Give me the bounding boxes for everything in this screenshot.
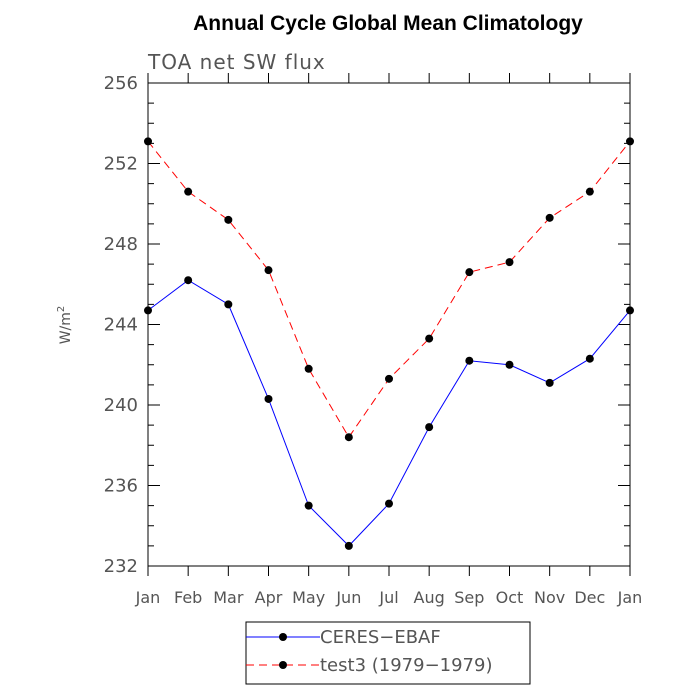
x-tick-label: Jun [335, 588, 361, 607]
x-tick-label: Jan [135, 588, 161, 607]
x-tick-labels: Jan Feb Mar Apr May Jun Jul Aug Sep Oct Nov Dec Jan [135, 588, 643, 607]
data-point [425, 423, 434, 432]
data-point [385, 499, 393, 508]
y-tick-label: 232 [104, 556, 138, 577]
legend-label-ceres: CERES−EBAF [320, 627, 441, 648]
y-tick-labels: 232 236 240 244 248 252 256 [104, 73, 138, 577]
data-point [545, 378, 554, 387]
y-axis-label-superscript: 2 [56, 306, 67, 312]
data-point [264, 394, 273, 403]
data-point [304, 364, 313, 373]
legend: CERES−EBAF test3 (1979−1979) [245, 621, 531, 685]
legend-label-test3: test3 (1979−1979) [320, 655, 493, 676]
y-tick-label: 252 [104, 154, 138, 175]
y-tick-label: 248 [104, 234, 138, 255]
x-tick-label: Feb [174, 588, 202, 607]
x-tick-label: Jan [617, 588, 643, 607]
data-point [344, 541, 353, 550]
data-point [144, 306, 152, 315]
data-point [144, 137, 152, 146]
series-0 [144, 276, 634, 550]
legend-marker-ceres [279, 633, 287, 641]
legend-box [245, 621, 531, 685]
plot-frame [147, 82, 631, 567]
data-point [585, 187, 594, 196]
axis-ticks [147, 73, 631, 576]
data-point [224, 215, 233, 224]
data-point [184, 276, 193, 285]
chart-subtitle: TOA net SW flux [147, 50, 326, 74]
legend-marker-test3 [279, 661, 287, 669]
y-tick-label: 244 [104, 315, 138, 336]
series-1 [144, 137, 634, 442]
x-tick-label: Aug [414, 588, 445, 607]
data-point [304, 501, 313, 510]
y-axis-label: W/m2 [56, 306, 74, 345]
data-point [505, 360, 514, 369]
y-tick-label: 236 [104, 476, 138, 497]
y-tick-label: 240 [104, 395, 138, 416]
data-point [224, 300, 233, 309]
data-point [344, 433, 353, 442]
y-tick-label: 256 [104, 73, 138, 94]
x-tick-label: Sep [454, 588, 484, 607]
data-point [184, 187, 193, 196]
data-point [585, 354, 594, 363]
svg-text:W/m2: W/m2 [56, 306, 74, 345]
x-tick-label: May [292, 588, 325, 607]
series-layer [144, 137, 634, 550]
x-tick-label: Mar [213, 588, 244, 607]
x-tick-label: Nov [534, 588, 565, 607]
x-tick-label: Apr [255, 588, 283, 607]
data-point [385, 374, 393, 383]
x-tick-label: Oct [496, 588, 524, 607]
series-line [147, 141, 631, 439]
x-tick-label: Jul [378, 588, 398, 607]
data-point [465, 356, 474, 365]
y-axis-label-base: W/m [58, 312, 74, 344]
data-point [505, 258, 514, 267]
data-point [545, 213, 554, 222]
chart-title: Annual Cycle Global Mean Climatology [193, 12, 583, 35]
data-point [465, 268, 474, 277]
data-point [626, 137, 634, 146]
data-point [626, 306, 634, 315]
data-point [425, 334, 434, 343]
x-tick-label: Dec [574, 588, 605, 607]
data-point [264, 266, 273, 275]
